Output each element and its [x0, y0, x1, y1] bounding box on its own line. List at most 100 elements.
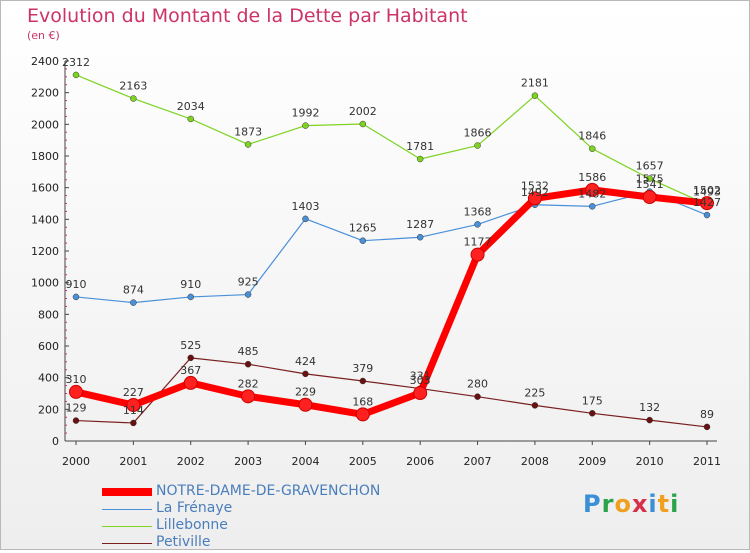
legend-swatch [102, 543, 152, 544]
data-label: 1541 [636, 178, 664, 191]
legend-label: Lillebonne [156, 517, 228, 533]
data-label: 1368 [464, 205, 492, 218]
data-point [130, 299, 137, 306]
legend-label: Petiville [156, 534, 211, 550]
x-tick-label: 2003 [234, 455, 262, 468]
data-point [531, 402, 539, 409]
data-label: 1532 [521, 179, 549, 192]
data-label: 89 [700, 408, 714, 421]
data-label: 1427 [693, 196, 721, 209]
data-label: 168 [352, 395, 373, 408]
x-tick-label: 2004 [291, 455, 319, 468]
data-label: 1866 [464, 127, 492, 140]
data-point [589, 203, 596, 210]
data-label: 525 [180, 339, 201, 352]
data-point [703, 211, 711, 219]
data-point [244, 141, 252, 148]
data-label: 229 [295, 386, 316, 399]
data-label: 424 [295, 355, 316, 368]
legend-label: La Frénaye [156, 500, 233, 516]
data-label: 1657 [636, 160, 664, 173]
data-label: 1992 [291, 107, 319, 120]
data-point [126, 398, 141, 413]
data-point [700, 196, 714, 211]
data-label: 2034 [177, 100, 205, 113]
unit-label: (en €) [27, 29, 60, 42]
y-tick-label: 2400 [31, 55, 59, 68]
series-line [72, 186, 711, 418]
data-label: 379 [352, 362, 373, 375]
data-point [589, 410, 596, 417]
data-point [244, 291, 252, 298]
data-label: 485 [238, 345, 259, 358]
data-label: 280 [467, 378, 488, 391]
data-point [527, 191, 542, 206]
data-point [130, 419, 137, 427]
data-point [187, 293, 194, 301]
data-label: 1492 [521, 186, 549, 199]
data-label: 2312 [62, 56, 90, 69]
data-label: 874 [123, 284, 144, 297]
data-label: 910 [180, 278, 201, 291]
y-tick-label: 2200 [31, 87, 59, 100]
data-label: 227 [123, 386, 144, 399]
y-tick-label: 1200 [31, 245, 59, 258]
data-point [359, 237, 367, 244]
data-point [241, 389, 256, 404]
data-label: 129 [66, 402, 87, 415]
data-point [72, 417, 80, 424]
x-tick-label: 2011 [693, 455, 721, 468]
data-point [646, 175, 653, 182]
data-point [416, 155, 424, 163]
x-tick-label: 2010 [636, 455, 664, 468]
data-label: 2163 [119, 80, 147, 93]
data-label: 310 [66, 373, 87, 386]
data-label: 2181 [521, 77, 549, 90]
data-point [585, 182, 600, 197]
y-tick-label: 1600 [31, 182, 59, 195]
data-label: 331 [410, 370, 431, 383]
series-line [75, 74, 708, 206]
data-point [72, 71, 80, 79]
y-tick-label: 1400 [31, 213, 59, 226]
data-point [642, 190, 657, 205]
y-tick-label: 0 [52, 435, 59, 448]
data-point [359, 377, 367, 385]
data-point [359, 120, 367, 128]
data-point [474, 142, 481, 149]
data-label: 1177 [464, 236, 492, 249]
data-label: 1287 [406, 218, 434, 231]
data-label: 1781 [406, 140, 434, 153]
data-label: 132 [639, 401, 660, 414]
data-label: 1493 [693, 186, 721, 199]
data-label: 225 [524, 386, 545, 399]
x-tick-label: 2002 [177, 455, 205, 468]
data-label: 282 [238, 377, 259, 390]
data-point [298, 397, 313, 412]
x-tick-label: 2001 [119, 455, 147, 468]
legend-swatch [102, 526, 152, 527]
data-point [413, 386, 428, 401]
data-point [302, 215, 309, 223]
data-label: 1586 [578, 171, 606, 184]
y-tick-label: 600 [38, 340, 59, 353]
legend-swatch [102, 488, 152, 496]
data-point [187, 354, 194, 362]
x-tick-label: 2007 [464, 455, 492, 468]
x-tick-label: 2006 [406, 455, 434, 468]
data-point [531, 92, 539, 99]
data-label: 367 [180, 364, 201, 377]
y-tick-label: 200 [38, 403, 59, 416]
y-tick-label: 800 [38, 308, 59, 321]
x-tick-label: 2005 [349, 455, 377, 468]
data-point [183, 375, 198, 390]
data-label: 925 [238, 276, 259, 289]
data-point [589, 145, 596, 152]
chart-title: Evolution du Montant de la Dette par Hab… [27, 5, 468, 27]
data-point [355, 407, 370, 422]
data-label: 2002 [349, 105, 377, 118]
data-point [646, 416, 653, 424]
y-tick-label: 400 [38, 372, 59, 385]
